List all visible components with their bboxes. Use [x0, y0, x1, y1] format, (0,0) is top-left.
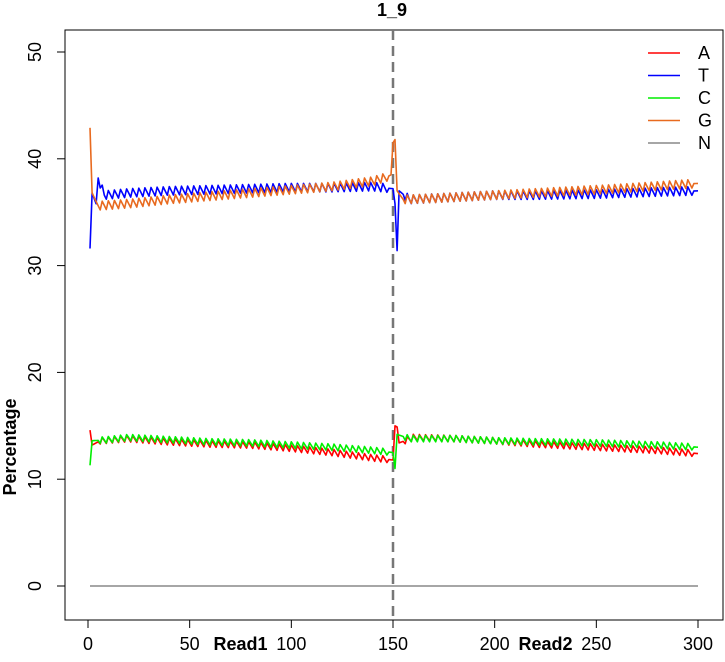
series-line-A: [89, 424, 699, 464]
x-axis: 0 50 100 150 200 250 300: [83, 620, 713, 654]
series-line-G: [89, 127, 699, 211]
series-line-T: [89, 177, 699, 252]
y-tick-label: 20: [25, 362, 45, 382]
x-tick-label: 250: [581, 634, 611, 654]
legend-label: N: [698, 133, 711, 153]
y-tick-label: 0: [25, 581, 45, 591]
y-tick-label: 10: [25, 469, 45, 489]
x-tick-label: 50: [180, 634, 200, 654]
y-axis-title: Percentage: [0, 398, 20, 495]
read-label: Read1: [213, 634, 267, 654]
x-tick-label: 100: [276, 634, 306, 654]
chart-title: 1_9: [377, 0, 407, 20]
y-axis: 0 10 20 30 40 50: [25, 42, 65, 591]
y-tick-label: 30: [25, 256, 45, 276]
read-label: Read2: [518, 634, 572, 654]
x-tick-label: 200: [480, 634, 510, 654]
y-tick-label: 50: [25, 42, 45, 62]
legend-label: G: [698, 111, 712, 131]
x-tick-label: 150: [378, 634, 408, 654]
series-lines: [89, 127, 699, 587]
series-line-C: [89, 433, 699, 470]
read-labels: Read1 Read2: [213, 634, 572, 654]
legend-label: C: [698, 88, 711, 108]
x-tick-label: 300: [683, 634, 713, 654]
legend-label: T: [698, 66, 709, 86]
legend-label: A: [698, 43, 710, 63]
x-tick-label: 0: [83, 634, 93, 654]
y-tick-label: 40: [25, 149, 45, 169]
